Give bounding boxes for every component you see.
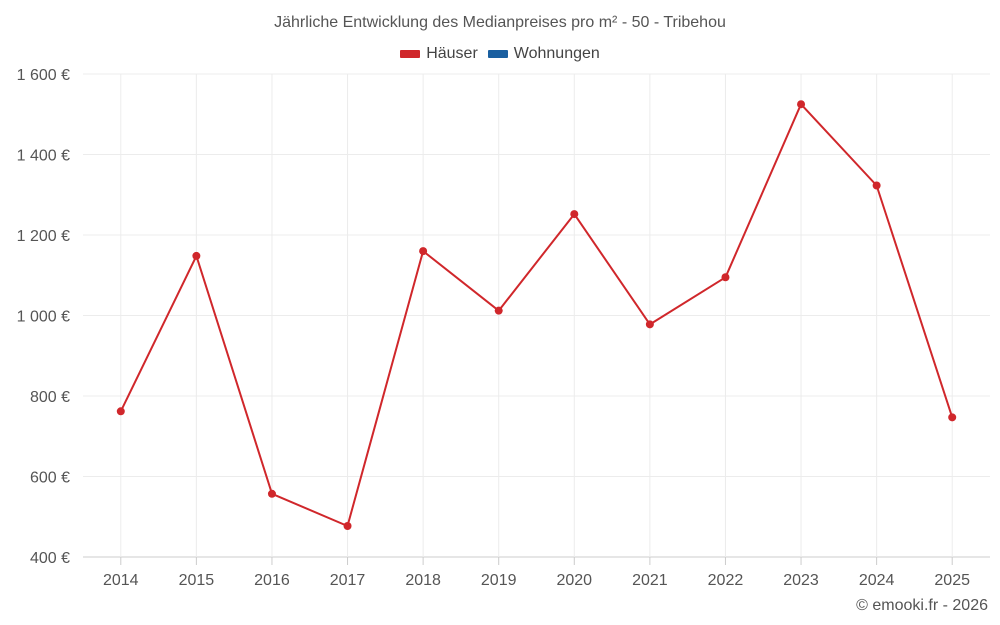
y-axis: 400 € 600 € 800 € 1 000 € 1 200 € 1 400 € 1 60… — [17, 67, 70, 567]
x-tick-label: 2021 — [632, 572, 668, 589]
y-tick-label: 1 600 € — [17, 67, 70, 84]
data-point — [872, 181, 881, 190]
legend-label-haeuser: Häuser — [426, 45, 478, 62]
legend-swatch-wohnungen — [487, 50, 508, 58]
legend-label-wohnungen: Wohnungen — [513, 45, 600, 62]
x-tick-label: 2022 — [708, 572, 744, 589]
y-tick-label: 1 200 € — [17, 228, 70, 245]
x-axis: 2014 2015 2016 2017 2018 2019 2020 2021 2022 2023… — [103, 557, 970, 589]
legend-item-wohnungen[interactable]: Wohnungen — [487, 45, 600, 63]
x-tick-label: 2014 — [103, 572, 139, 589]
credit-text: © emooki.fr - 2026 — [856, 597, 988, 614]
data-point — [721, 273, 730, 282]
x-tick-label: 2024 — [859, 572, 895, 589]
chart-legend: Häuser Wohnungen — [0, 45, 1000, 63]
data-point — [116, 407, 125, 416]
series-points — [116, 100, 957, 531]
data-point — [192, 251, 201, 260]
x-tick-label: 2016 — [254, 572, 290, 589]
data-point — [419, 247, 428, 256]
data-point — [948, 413, 957, 422]
y-tick-label: 1 400 € — [17, 148, 70, 165]
y-tick-label: 400 € — [30, 550, 70, 567]
y-tick-label: 800 € — [30, 389, 70, 406]
legend-item-haeuser[interactable]: Häuser — [400, 45, 478, 63]
data-point — [343, 522, 352, 531]
y-tick-label: 600 € — [30, 470, 70, 487]
x-tick-label: 2023 — [783, 572, 819, 589]
data-point — [797, 100, 806, 109]
data-point — [645, 320, 654, 329]
series-lines — [119, 103, 954, 527]
x-tick-label: 2025 — [934, 572, 970, 589]
x-tick-label: 2017 — [330, 572, 366, 589]
x-tick-label: 2019 — [481, 572, 517, 589]
x-tick-label: 2015 — [179, 572, 215, 589]
x-tick-label: 2018 — [405, 572, 441, 589]
legend-swatch-haeuser — [400, 50, 421, 58]
data-point — [570, 210, 579, 219]
y-tick-label: 1 000 € — [17, 309, 70, 326]
grid-lines — [83, 73, 990, 558]
chart-title: Jährliche Entwicklung des Medianpreises … — [274, 14, 726, 31]
data-point — [494, 306, 503, 315]
x-tick-label: 2020 — [556, 572, 592, 589]
series-line-haeuser — [119, 103, 954, 527]
data-point — [267, 489, 276, 498]
